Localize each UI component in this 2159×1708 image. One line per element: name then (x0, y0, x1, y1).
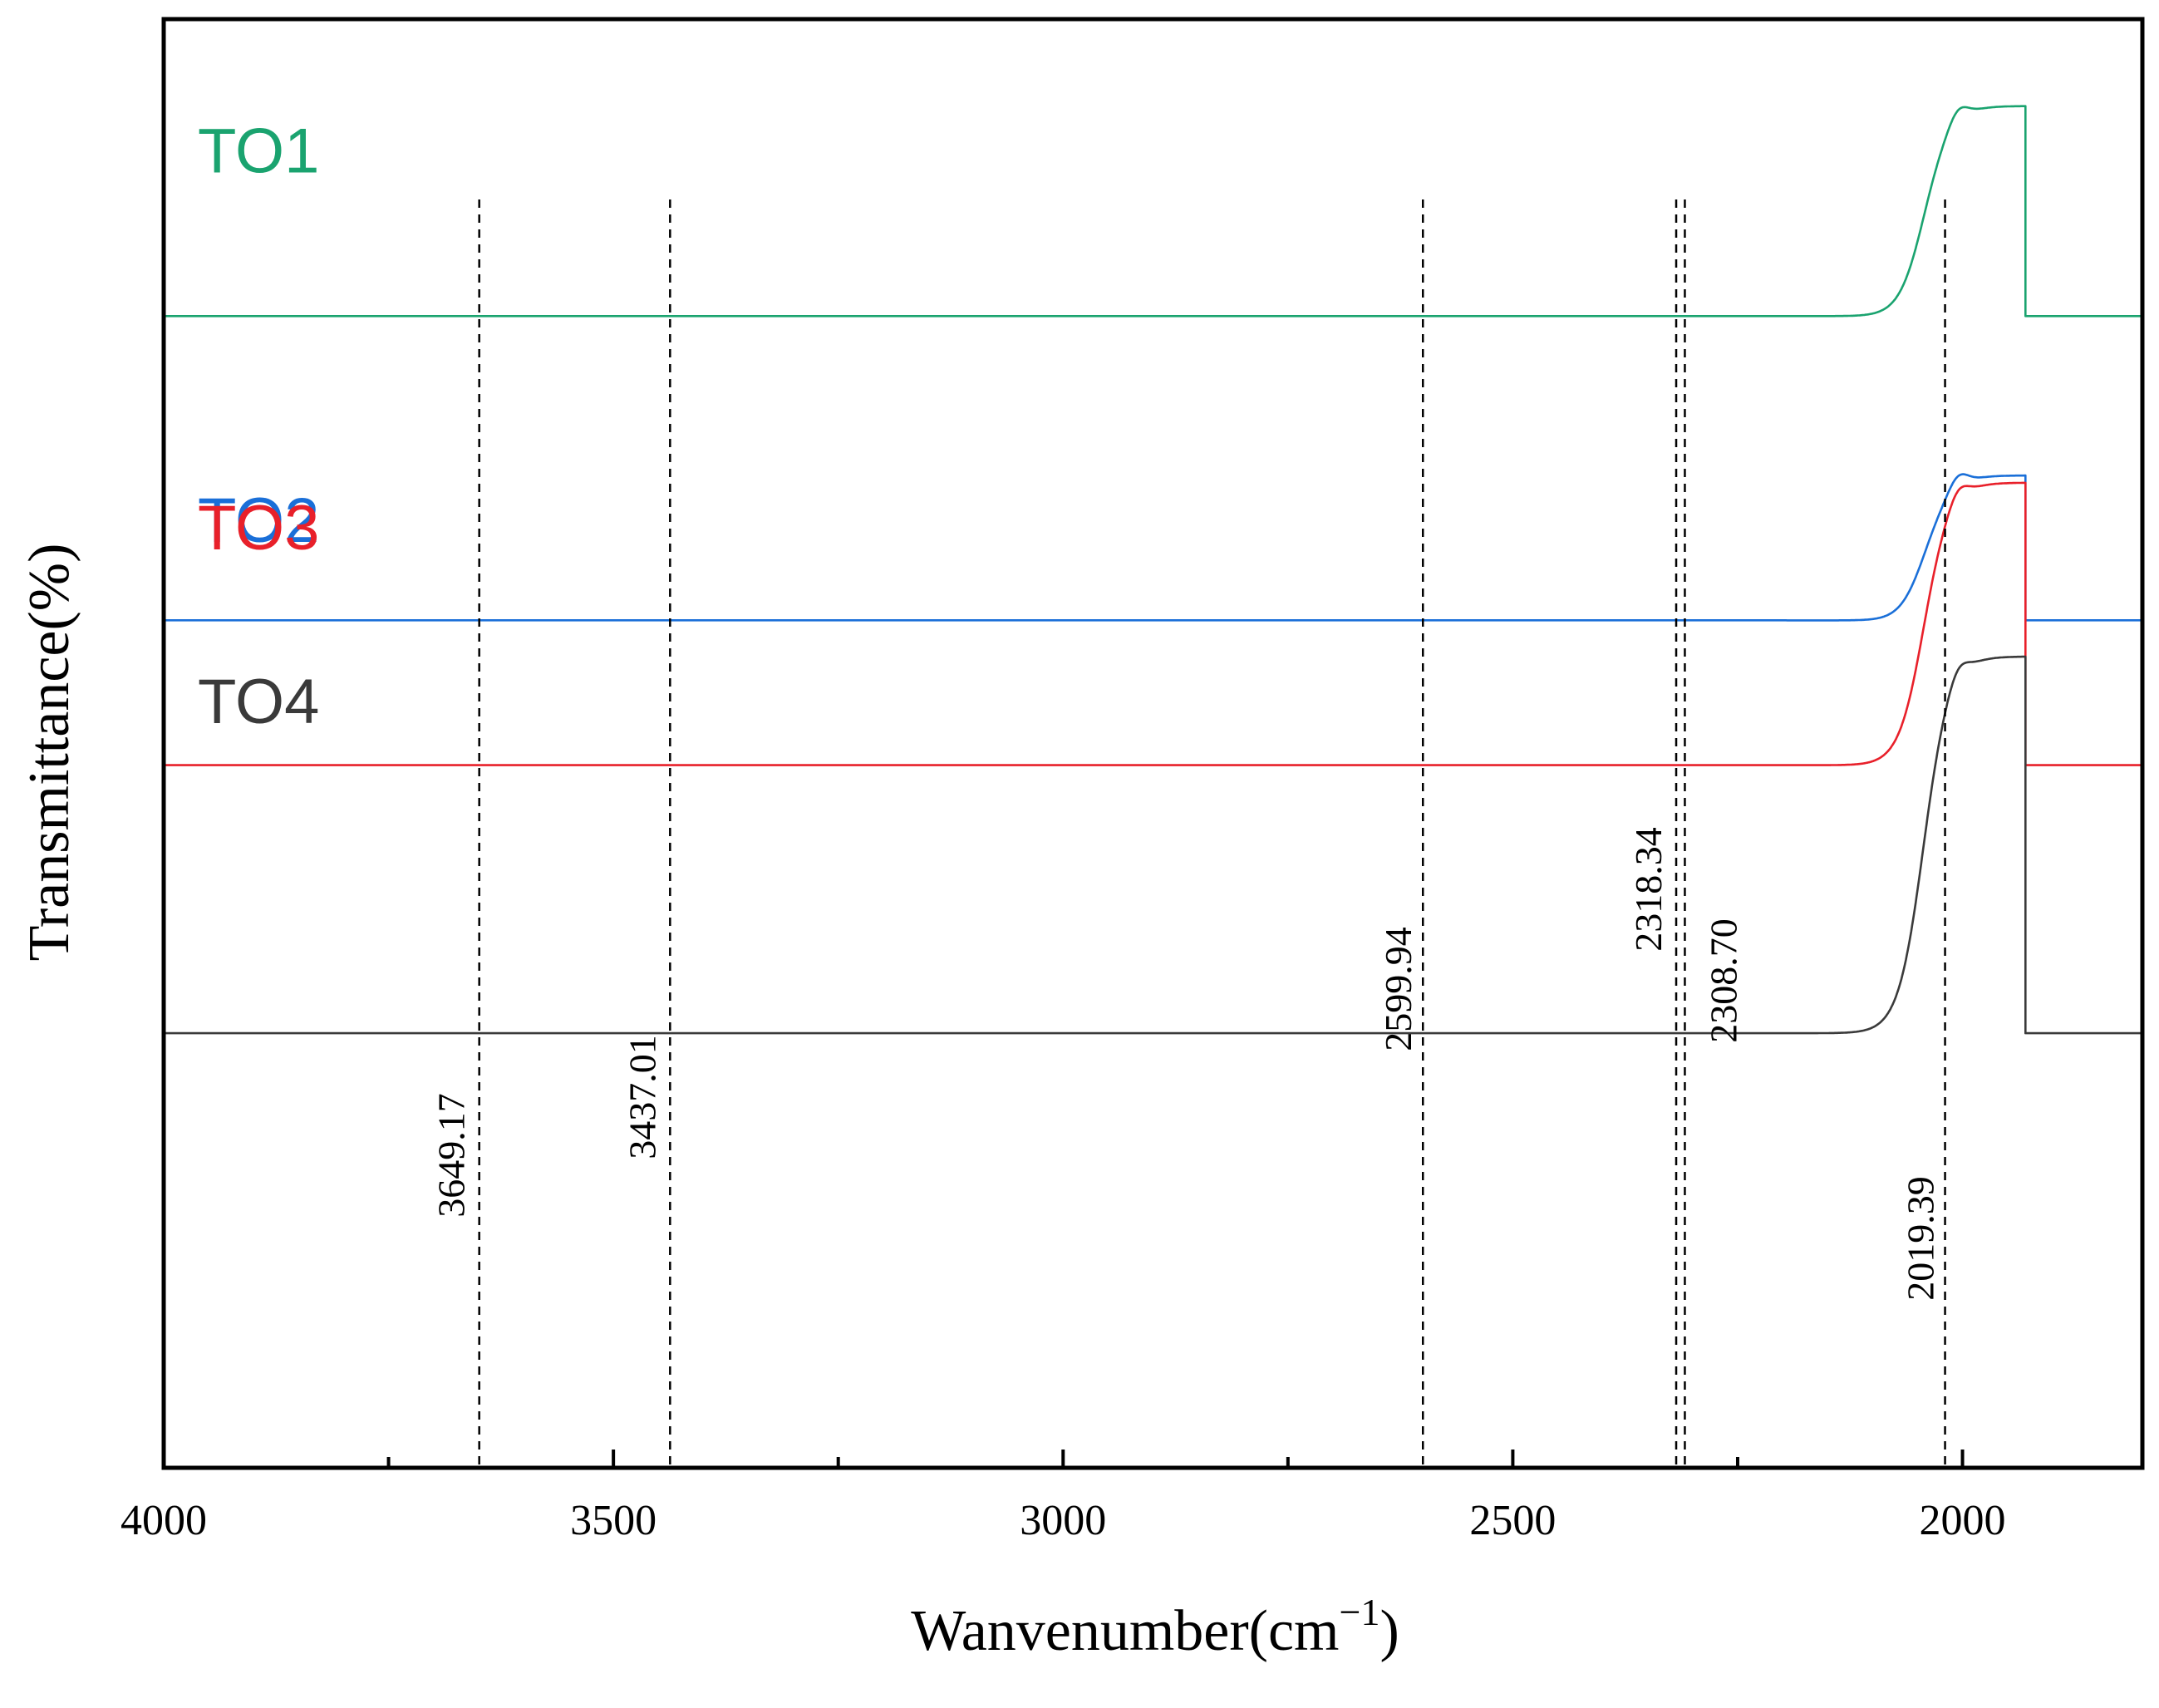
peak-label: 3649.17 (430, 1093, 473, 1218)
peak-label: 2318.34 (1627, 827, 1670, 952)
y-axis-title: Transmittance(%) (17, 544, 81, 962)
peak-label: 2599.94 (1377, 927, 1419, 1051)
x-tick-label: 3000 (1020, 1497, 1106, 1544)
series-label-to3: TO3 (198, 493, 319, 564)
series-line-to2 (163, 473, 2142, 622)
peak-markers: 3649.17 3437.01 2599.94 2318.34 2308.70 2019.… (430, 199, 1946, 1468)
x-tick-label: 3500 (570, 1497, 657, 1544)
series-line-to4 (163, 655, 2142, 1035)
series-label-to4: TO4 (198, 667, 319, 737)
plot-frame (161, 17, 2145, 1470)
peak-label: 2019.39 (1900, 1176, 1942, 1301)
series-line-to1 (163, 105, 2142, 317)
peak-label: 3437.01 (621, 1035, 663, 1159)
series-curves (163, 105, 2142, 1035)
x-axis-ticks: 4000 3500 3000 2500 2000 (120, 1450, 2006, 1544)
x-axis-title-main: Wanvenumber(cm (911, 1599, 1339, 1663)
x-axis-title: Wanvenumber(cm−1) (911, 1591, 1399, 1663)
x-tick-label: 2500 (1469, 1497, 1556, 1544)
series-line-to3 (163, 481, 2142, 766)
x-tick-label: 4000 (120, 1497, 207, 1544)
series-label-to2: TO2 (198, 485, 319, 556)
x-tick-label: 2000 (1920, 1497, 2006, 1544)
x-axis-title-close: ) (1379, 1599, 1399, 1663)
peak-label: 2308.70 (1702, 918, 1744, 1043)
series-label-to1: TO1 (198, 116, 319, 187)
x-axis-title-exponent: −1 (1340, 1591, 1380, 1633)
